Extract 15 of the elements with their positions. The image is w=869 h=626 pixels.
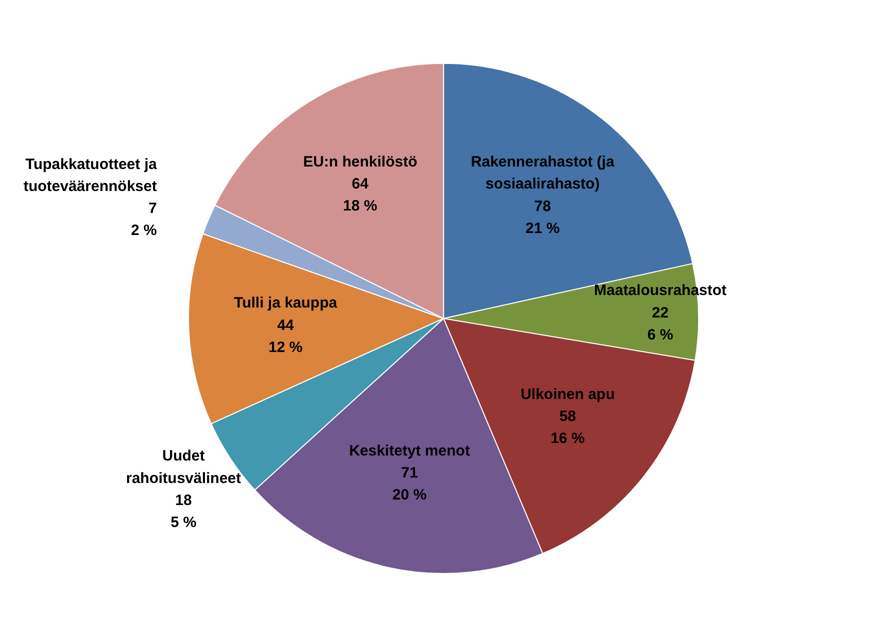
slice-label: Rakennerahastot (ja sosiaalirahasto)	[470, 154, 615, 193]
data-label: 22 6 %	[647, 304, 674, 344]
slice-label: Tulli ja kauppa	[234, 294, 338, 312]
data-label: 18 5 %	[170, 492, 196, 531]
data-label: 7 2 %	[130, 200, 157, 240]
data-label: 71 20 %	[392, 464, 427, 504]
data-label: 44 12 %	[268, 316, 303, 356]
slice-label: Uudet rahoitusvälineet	[126, 448, 242, 487]
slice-label: EU:n henkilöstö	[303, 154, 418, 171]
data-label: 64 18 %	[343, 176, 378, 215]
slice-label: Ulkoinen apu	[520, 386, 615, 403]
data-label: 58 16 %	[550, 408, 585, 448]
data-label: 78 21 %	[526, 198, 560, 237]
slice-label: Keskitetyt menot	[349, 442, 470, 460]
slice-label: Tupakkatuotteet ja tuoteväärennökset	[23, 156, 158, 196]
